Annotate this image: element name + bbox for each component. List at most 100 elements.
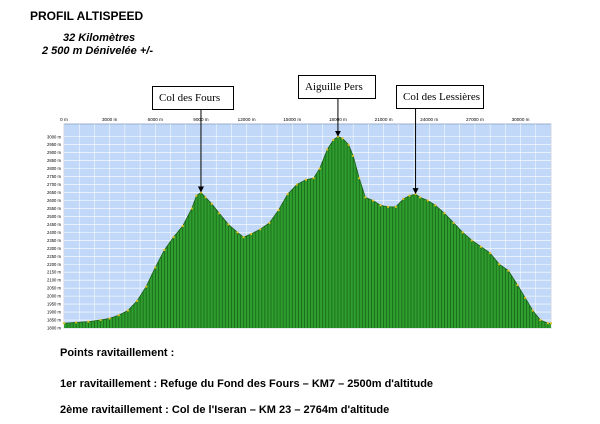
elevation-point [190, 207, 193, 210]
arrow-layer [197, 99, 419, 195]
x-tick-label: 3000 m [102, 117, 117, 122]
elevation-point [524, 296, 527, 299]
elevation-point [181, 224, 184, 228]
elevation-point [286, 193, 289, 196]
elevation-point [414, 193, 417, 196]
elevation-point [250, 232, 253, 236]
ravitaillement-2: 2ème ravitaillement : Col de l'Iseran – … [60, 404, 390, 416]
elevation-point [379, 204, 382, 207]
y-tick-label: 2750 m [47, 174, 61, 179]
elevation-point [117, 314, 120, 317]
elevation-point [539, 318, 542, 322]
callout-aiguille-pers: Aiguille Pers [298, 75, 376, 99]
elevation-point [163, 248, 166, 252]
y-tick-label: 2600 m [47, 198, 61, 203]
y-tick-label: 1850 m [47, 318, 61, 323]
elevation-point [426, 199, 429, 202]
distance-subtitle: 32 Kilomètres [63, 32, 136, 44]
elevation-point [326, 148, 329, 151]
elevation-point [268, 221, 271, 224]
y-tick-label: 2100 m [47, 278, 61, 283]
elevation-point [312, 177, 315, 180]
y-tick-label: 2350 m [47, 238, 61, 243]
elevation-point [210, 202, 213, 205]
elevation-point [172, 236, 175, 239]
y-tick-label: 2800 m [47, 166, 61, 171]
callout-col-des-lessieres: Col des Lessières [396, 85, 484, 109]
y-tick-label: 2450 m [47, 222, 61, 227]
y-tick-label: 2900 m [47, 150, 61, 155]
points-ravitaillement-label: Points ravitaillement : [60, 347, 175, 359]
elevation-point [443, 212, 446, 215]
elevation-point [434, 204, 437, 207]
y-tick-label: 2200 m [47, 262, 61, 267]
y-tick-label: 2250 m [47, 254, 61, 259]
elevation-point [277, 208, 280, 212]
elevation-point [75, 321, 78, 324]
x-tick-label: 0 m [60, 117, 68, 122]
elevation-point [507, 269, 510, 272]
elevation-point [318, 167, 321, 170]
elevation-point [62, 322, 66, 325]
y-tick-label: 2300 m [47, 246, 61, 251]
elevation-point [516, 283, 519, 287]
elevation-point [479, 245, 483, 248]
elevation-point [387, 205, 390, 208]
elevation-point [470, 239, 473, 242]
elevation-point [332, 138, 335, 142]
elevation-point [498, 263, 501, 266]
y-tick-label: 2700 m [47, 182, 61, 187]
elevation-point [402, 197, 405, 201]
page-title: PROFIL ALTISPEED [30, 9, 144, 23]
ravitaillement-1: 1er ravitaillement : Refuge du Fond des … [60, 378, 434, 390]
elevation-profile-chart: 1800 m 1850 m 1900 m 1950 m 2000 m 2050 m 2100… [47, 99, 553, 331]
elevation-point [358, 177, 361, 180]
elevation-point [489, 251, 492, 255]
elevation-point [135, 299, 139, 303]
elevation-point [227, 223, 230, 226]
elevation-point [218, 212, 221, 215]
elevation-point [204, 196, 207, 199]
elevation-point [242, 236, 245, 239]
y-tick-label: 2400 m [47, 230, 61, 235]
y-tick-label: 1950 m [47, 302, 61, 307]
elevation-point [394, 205, 397, 208]
x-tick-label: 27000 m [466, 117, 484, 122]
callout-col-des-fours: Col des Fours [152, 86, 234, 110]
y-tick-label: 2500 m [47, 214, 61, 219]
elevation-point [408, 194, 411, 197]
elevation-point [452, 221, 455, 224]
y-tick-label: 1900 m [47, 310, 61, 315]
y-tick-label: 2050 m [47, 286, 61, 291]
y-tick-label: 2550 m [47, 206, 61, 211]
y-tick-label: 2850 m [47, 158, 61, 163]
y-tick-label: 1800 m [47, 326, 61, 331]
elevation-point [531, 309, 534, 312]
area-layer [62, 135, 553, 328]
elevation-point [145, 285, 148, 288]
elevation-point [371, 199, 375, 202]
x-tick-label: 30000 m [512, 117, 530, 122]
elevation-point [154, 266, 157, 269]
x-tick-label: 24000 m [420, 117, 438, 122]
elevation-subtitle: 2 500 m Dénivelée +/- [42, 45, 153, 57]
y-tick-label: 3000 m [47, 134, 61, 139]
x-tick-label: 21000 m [375, 117, 393, 122]
elevation-point [546, 322, 550, 325]
y-tick-label: 2650 m [47, 190, 61, 195]
x-tick-label: 15000 m [283, 117, 301, 122]
elevation-point [126, 309, 130, 312]
y-tick-label: 2950 m [47, 142, 61, 147]
elevation-point [259, 228, 262, 231]
elevation-point [341, 137, 344, 140]
elevation-point [108, 317, 111, 320]
elevation-point [304, 178, 308, 181]
elevation-point [549, 322, 553, 325]
elevation-point [99, 318, 102, 322]
elevation-point [195, 194, 198, 197]
elevation-point [364, 196, 367, 199]
elevation-point [419, 196, 422, 199]
elevation-point [461, 231, 464, 234]
elevation-point [87, 320, 90, 323]
x-tick-label: 12000 m [238, 117, 256, 122]
